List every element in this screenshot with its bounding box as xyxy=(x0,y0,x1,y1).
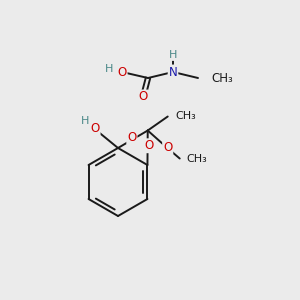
Text: H: H xyxy=(81,116,89,126)
Text: H: H xyxy=(169,50,177,60)
Text: H: H xyxy=(105,64,113,74)
Text: O: O xyxy=(127,131,136,144)
Text: N: N xyxy=(169,65,177,79)
Text: O: O xyxy=(90,122,100,134)
Text: O: O xyxy=(138,91,148,103)
Text: CH₃: CH₃ xyxy=(211,71,233,85)
Text: CH₃: CH₃ xyxy=(176,110,196,121)
Text: O: O xyxy=(163,141,172,154)
Text: O: O xyxy=(144,139,153,152)
Text: O: O xyxy=(117,65,127,79)
Text: CH₃: CH₃ xyxy=(187,154,208,164)
